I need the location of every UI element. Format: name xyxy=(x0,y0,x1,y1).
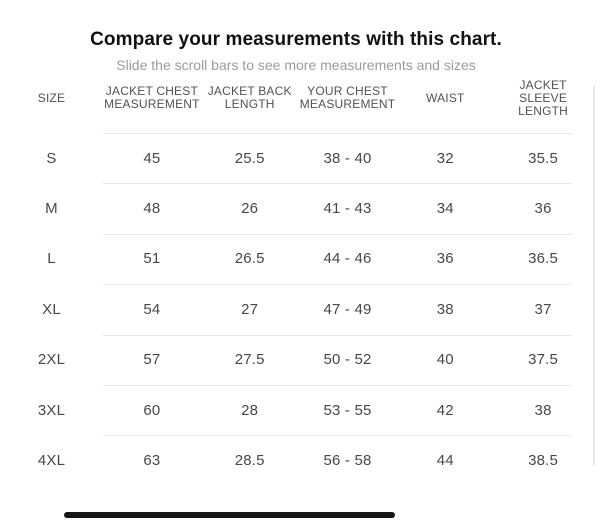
table-row: S 45 25.5 38 - 40 32 35.5 xyxy=(0,133,592,183)
column-header: YOUR CHEST MEASUREMENT xyxy=(299,85,397,111)
value-cell: 41 - 43 xyxy=(323,200,372,218)
value-cell: 34 xyxy=(436,200,454,218)
value-cell: 56 - 58 xyxy=(323,452,372,470)
table-row: L 51 26.5 44 - 46 36 36.5 xyxy=(0,233,592,284)
value-cell: 36 xyxy=(534,200,552,218)
value-cell: 57 xyxy=(143,351,161,369)
value-cell: 26 xyxy=(241,200,259,218)
value-cell: 54 xyxy=(143,300,161,318)
value-cell: 44 xyxy=(436,452,454,470)
value-cell: 51 xyxy=(143,250,161,268)
table-row: 2XL 57 27.5 50 - 52 40 37.5 xyxy=(0,334,592,385)
size-cell: 3XL xyxy=(37,401,66,419)
value-cell: 26.5 xyxy=(234,250,265,268)
value-cell: 38 xyxy=(436,300,454,318)
value-cell: 35.5 xyxy=(528,149,559,167)
size-cell: XL xyxy=(42,300,61,318)
table-row: 3XL 60 28 53 - 55 42 38 xyxy=(0,384,592,435)
horizontal-scrollbar-thumb[interactable] xyxy=(64,512,395,518)
column-header-size-label: SIZE xyxy=(37,90,66,105)
value-cell: 27.5 xyxy=(234,351,265,369)
value-cell: 63 xyxy=(143,452,161,470)
vertical-scrollbar-track[interactable] xyxy=(593,85,595,466)
value-cell: 44 - 46 xyxy=(323,250,372,268)
column-header: JACKET SLEEVE LENGTH xyxy=(494,77,592,118)
value-cell: 38 xyxy=(534,401,552,419)
value-cell: 45 xyxy=(143,149,161,167)
value-cell: 48 xyxy=(143,200,161,218)
table-row: 4XL 63 28.5 56 - 58 44 38.5 xyxy=(0,435,592,485)
column-header-label: JACKET BACK LENGTH xyxy=(207,84,292,111)
value-cell: 50 - 52 xyxy=(323,351,372,369)
value-cell: 47 - 49 xyxy=(323,300,372,318)
value-cell: 42 xyxy=(436,401,454,419)
column-header-label: JACKET SLEEVE LENGTH xyxy=(518,77,569,118)
table-header-row: SIZE JACKET CHEST MEASUREMENT JACKET BAC… xyxy=(0,72,592,124)
value-cell: 53 - 55 xyxy=(323,401,372,419)
size-cell: S xyxy=(46,149,57,167)
column-header: JACKET CHEST MEASUREMENT xyxy=(103,85,201,111)
column-header: WAIST xyxy=(396,90,494,105)
value-cell: 38 - 40 xyxy=(323,149,372,167)
value-cell: 60 xyxy=(143,401,161,419)
value-cell: 37.5 xyxy=(528,351,559,369)
column-header-label: YOUR CHEST MEASUREMENT xyxy=(299,84,396,111)
value-cell: 25.5 xyxy=(234,149,265,167)
size-cell: M xyxy=(45,200,58,218)
chart-subtitle: Slide the scroll bars to see more measur… xyxy=(116,57,476,73)
value-cell: 36 xyxy=(436,250,454,268)
column-header: JACKET BACK LENGTH xyxy=(201,85,299,111)
size-cell: 2XL xyxy=(37,351,66,369)
value-cell: 28.5 xyxy=(234,452,265,470)
value-cell: 36.5 xyxy=(528,250,559,268)
value-cell: 40 xyxy=(436,351,454,369)
column-header-label: JACKET CHEST MEASUREMENT xyxy=(104,84,200,111)
value-cell: 38.5 xyxy=(528,452,559,470)
column-header-label: WAIST xyxy=(426,90,465,105)
chart-title: Compare your measurements with this char… xyxy=(90,29,502,50)
table-row: M 48 26 41 - 43 34 36 xyxy=(0,183,592,233)
table-row: XL 54 27 47 - 49 38 37 xyxy=(0,284,592,334)
value-cell: 27 xyxy=(241,300,259,318)
value-cell: 28 xyxy=(241,401,259,419)
value-cell: 32 xyxy=(436,149,454,167)
column-header-size: SIZE xyxy=(0,90,103,105)
value-cell: 37 xyxy=(534,300,552,318)
table-body: S 45 25.5 38 - 40 32 35.5 M 48 26 41 - 4… xyxy=(0,133,592,486)
size-cell: 4XL xyxy=(37,452,66,470)
size-cell: L xyxy=(47,250,56,268)
